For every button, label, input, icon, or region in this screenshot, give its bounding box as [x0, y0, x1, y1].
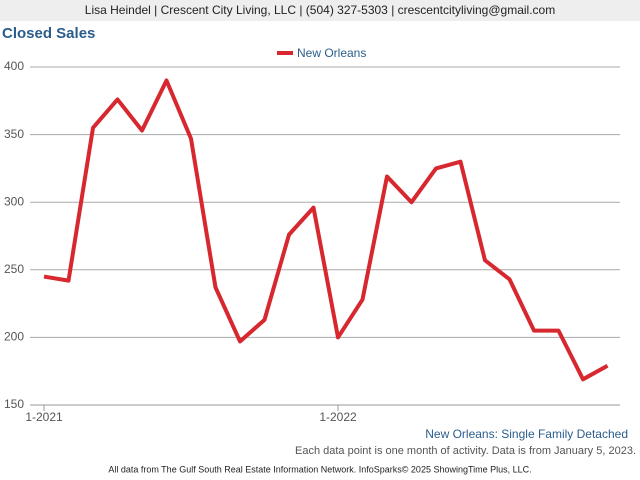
y-tick-label: 250 [4, 262, 24, 276]
header-bar [0, 0, 640, 21]
legend-label: New Orleans [297, 46, 366, 60]
footer-source: All data from The Gulf South Real Estate… [108, 464, 531, 474]
chart-note: Each data point is one month of activity… [295, 445, 636, 457]
y-tick-label: 300 [4, 194, 24, 208]
data-line [43, 78, 609, 382]
x-tick-label: 1-2022 [319, 410, 357, 424]
chart-title: Closed Sales [2, 25, 95, 42]
chart-subtitle: New Orleans: Single Family Detached [425, 427, 628, 441]
y-tick-label: 150 [4, 397, 24, 411]
y-tick-label: 200 [4, 330, 24, 344]
x-tick-label: 1-2021 [25, 410, 63, 424]
y-tick-label: 350 [4, 127, 24, 141]
header-contact: Lisa Heindel | Crescent City Living, LLC… [85, 3, 555, 17]
y-tick-label: 400 [4, 59, 24, 73]
